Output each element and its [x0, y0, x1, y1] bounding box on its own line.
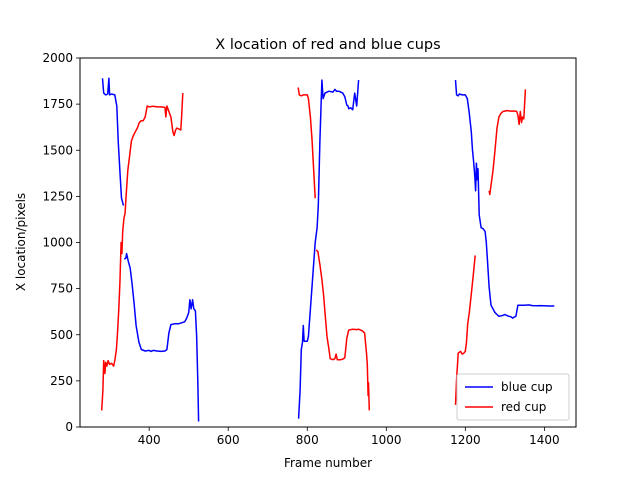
x-tick-label: 600	[217, 433, 240, 447]
x-tick-label: 1400	[529, 433, 560, 447]
y-tick-label: 750	[50, 282, 73, 296]
x-tick-label: 800	[296, 433, 319, 447]
y-tick-label: 2000	[42, 51, 73, 65]
x-axis: 400 600 800 1000 1200 1400	[138, 427, 560, 447]
plot-lines	[100, 77, 555, 422]
y-axis-title: X location/pixels	[14, 193, 28, 291]
x-tick-label: 1200	[450, 433, 481, 447]
x-tick-label: 400	[138, 433, 161, 447]
y-tick-label: 0	[65, 420, 73, 434]
legend-box	[456, 373, 570, 421]
legend-label: blue cup	[501, 380, 553, 394]
red-cup-line-segment-3	[454, 255, 476, 405]
legend-label: red cup	[501, 400, 546, 414]
y-tick-label: 1000	[42, 236, 73, 250]
y-tick-label: 1500	[42, 143, 73, 157]
x-axis-title: Frame number	[284, 456, 372, 470]
y-tick-label: 500	[50, 328, 73, 342]
red-cup-line-segment-2	[315, 249, 371, 411]
blue-cup-line-segment-1	[123, 252, 200, 422]
blue-cup-line-segment-2	[297, 79, 360, 419]
red-cup-line-segment-0	[100, 93, 184, 411]
y-tick-label: 250	[50, 374, 73, 388]
blue-cup-line-segment-0	[101, 77, 125, 206]
x-tick-label: 1000	[371, 433, 402, 447]
red-cup-line-segment-1	[297, 87, 316, 199]
chart-title: X location of red and blue cups	[215, 37, 440, 53]
y-tick-label: 1250	[42, 189, 73, 203]
red-cup-line-segment-4	[488, 89, 527, 196]
legend: blue cup red cup	[456, 373, 570, 421]
blue-cup-line-segment-3	[454, 80, 555, 319]
y-tick-label: 1750	[42, 97, 73, 111]
y-axis: 0 250 500 750 1000 1250 1500 1750 2000	[42, 51, 80, 434]
